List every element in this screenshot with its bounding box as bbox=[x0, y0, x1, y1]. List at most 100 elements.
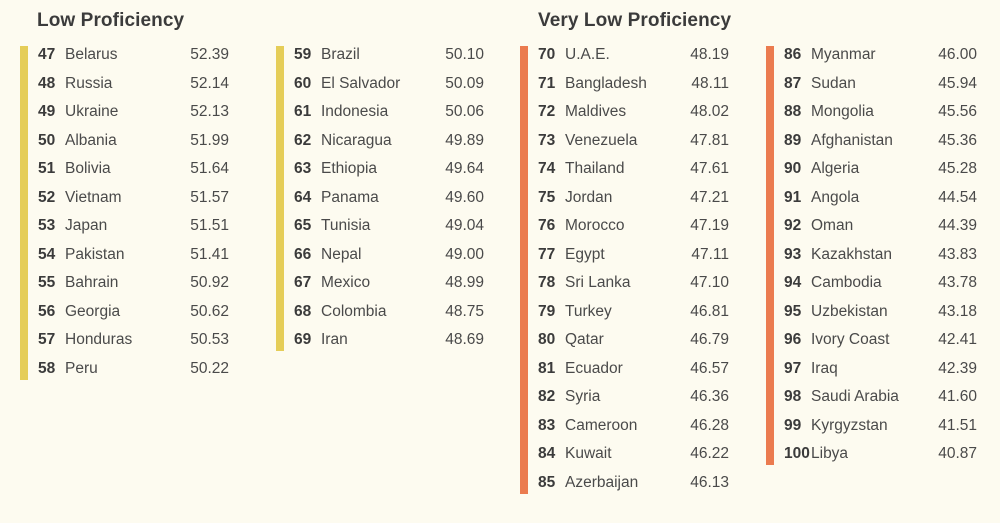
country-name: Angola bbox=[811, 188, 860, 206]
proficiency-score: 46.13 bbox=[690, 473, 729, 491]
proficiency-score: 40.87 bbox=[938, 445, 977, 462]
country-name: Brazil bbox=[321, 46, 360, 63]
country-name: Saudi Arabia bbox=[811, 388, 899, 405]
proficiency-score: 50.06 bbox=[445, 103, 484, 120]
proficiency-score: 45.28 bbox=[938, 160, 977, 177]
proficiency-score: 46.00 bbox=[938, 46, 977, 63]
section-title-low-proficiency: Low Proficiency bbox=[37, 10, 185, 31]
proficiency-score: 52.14 bbox=[190, 74, 229, 92]
proficiency-score: 47.11 bbox=[691, 245, 729, 263]
proficiency-score: 47.21 bbox=[690, 188, 729, 206]
country-name: Nicaragua bbox=[321, 131, 392, 149]
country-name: Kuwait bbox=[565, 445, 612, 462]
rank-number: 48 bbox=[38, 74, 56, 92]
proficiency-score: 49.89 bbox=[445, 131, 484, 149]
country-name: Bangladesh bbox=[565, 74, 647, 92]
rank-number: 82 bbox=[538, 388, 556, 405]
proficiency-score: 51.41 bbox=[190, 245, 229, 263]
country-name: Honduras bbox=[65, 331, 133, 348]
rank-number: 81 bbox=[538, 359, 556, 377]
country-name: Oman bbox=[811, 217, 854, 234]
country-name: Syria bbox=[565, 388, 601, 405]
rank-number: 47 bbox=[38, 46, 56, 63]
proficiency-score: 47.61 bbox=[690, 160, 729, 177]
country-name: Uzbekistan bbox=[811, 302, 888, 320]
proficiency-score: 44.54 bbox=[938, 188, 977, 206]
proficiency-score: 50.09 bbox=[445, 74, 484, 92]
proficiency-score: 41.51 bbox=[938, 416, 977, 434]
country-name: Ukraine bbox=[65, 103, 119, 120]
rank-number: 63 bbox=[294, 160, 312, 177]
proficiency-score: 46.36 bbox=[690, 388, 729, 405]
rank-number: 71 bbox=[538, 74, 556, 92]
rank-number: 62 bbox=[294, 131, 312, 149]
country-name: Bolivia bbox=[65, 160, 111, 177]
rank-number: 80 bbox=[538, 331, 556, 348]
rank-number: 92 bbox=[784, 217, 802, 234]
proficiency-score: 46.81 bbox=[690, 302, 729, 320]
rank-number: 96 bbox=[784, 331, 802, 348]
rank-number: 86 bbox=[784, 46, 802, 63]
country-name: Maldives bbox=[565, 103, 627, 120]
proficiency-score: 48.11 bbox=[691, 74, 729, 92]
rank-number: 75 bbox=[538, 188, 556, 206]
country-name: Ethiopia bbox=[321, 160, 378, 177]
proficiency-score: 52.39 bbox=[190, 46, 229, 63]
rank-number: 56 bbox=[38, 302, 56, 320]
proficiency-score: 47.10 bbox=[690, 274, 729, 291]
proficiency-score: 52.13 bbox=[190, 103, 229, 120]
country-name: Thailand bbox=[565, 160, 625, 177]
rank-number: 57 bbox=[38, 331, 56, 348]
rank-number: 83 bbox=[538, 416, 556, 434]
rank-number: 90 bbox=[784, 160, 802, 177]
rank-number: 91 bbox=[784, 188, 802, 206]
rank-number: 50 bbox=[38, 131, 56, 149]
proficiency-score: 48.99 bbox=[445, 274, 484, 291]
country-name: Belarus bbox=[65, 46, 118, 63]
proficiency-score: 43.83 bbox=[938, 245, 977, 263]
rank-number: 84 bbox=[538, 445, 556, 462]
proficiency-score: 50.22 bbox=[190, 359, 229, 377]
rank-number: 59 bbox=[294, 46, 312, 63]
country-name: Myanmar bbox=[811, 46, 876, 63]
proficiency-score: 50.10 bbox=[445, 46, 484, 63]
country-name: Tunisia bbox=[321, 217, 371, 234]
proficiency-score: 47.81 bbox=[690, 131, 729, 149]
rank-number: 89 bbox=[784, 131, 802, 149]
country-name: Ivory Coast bbox=[811, 331, 890, 348]
country-name: Colombia bbox=[321, 302, 387, 320]
country-name: Japan bbox=[65, 217, 108, 234]
proficiency-score: 49.00 bbox=[445, 245, 484, 263]
country-name: Algeria bbox=[811, 160, 860, 177]
country-name: Cambodia bbox=[811, 274, 882, 291]
country-name: Pakistan bbox=[65, 245, 125, 263]
proficiency-score: 49.04 bbox=[445, 217, 484, 234]
country-name: Iran bbox=[321, 331, 348, 348]
rank-number: 93 bbox=[784, 245, 802, 263]
rank-number: 100 bbox=[784, 445, 810, 462]
rank-number: 88 bbox=[784, 103, 802, 120]
proficiency-score: 50.62 bbox=[190, 302, 229, 320]
country-name: Russia bbox=[65, 74, 113, 92]
country-name: Bahrain bbox=[65, 274, 119, 291]
rank-number: 77 bbox=[538, 245, 556, 263]
rank-number: 51 bbox=[38, 160, 56, 177]
proficiency-score: 45.94 bbox=[938, 74, 977, 92]
rank-number: 87 bbox=[784, 74, 802, 92]
proficiency-score: 51.64 bbox=[190, 160, 229, 177]
country-name: Qatar bbox=[565, 331, 604, 348]
country-name: El Salvador bbox=[321, 74, 401, 92]
rank-number: 70 bbox=[538, 46, 556, 63]
country-name: Kazakhstan bbox=[811, 245, 892, 263]
proficiency-bar-low bbox=[276, 46, 284, 351]
country-name: Iraq bbox=[811, 359, 838, 377]
proficiency-score: 48.02 bbox=[690, 103, 729, 120]
rank-number: 61 bbox=[294, 103, 312, 120]
proficiency-score: 49.60 bbox=[445, 188, 484, 206]
country-name: Turkey bbox=[565, 302, 612, 320]
rank-number: 49 bbox=[38, 103, 56, 120]
rank-number: 79 bbox=[538, 302, 556, 320]
proficiency-score: 48.19 bbox=[690, 46, 729, 63]
rank-number: 73 bbox=[538, 131, 556, 149]
proficiency-score: 46.22 bbox=[690, 445, 729, 462]
